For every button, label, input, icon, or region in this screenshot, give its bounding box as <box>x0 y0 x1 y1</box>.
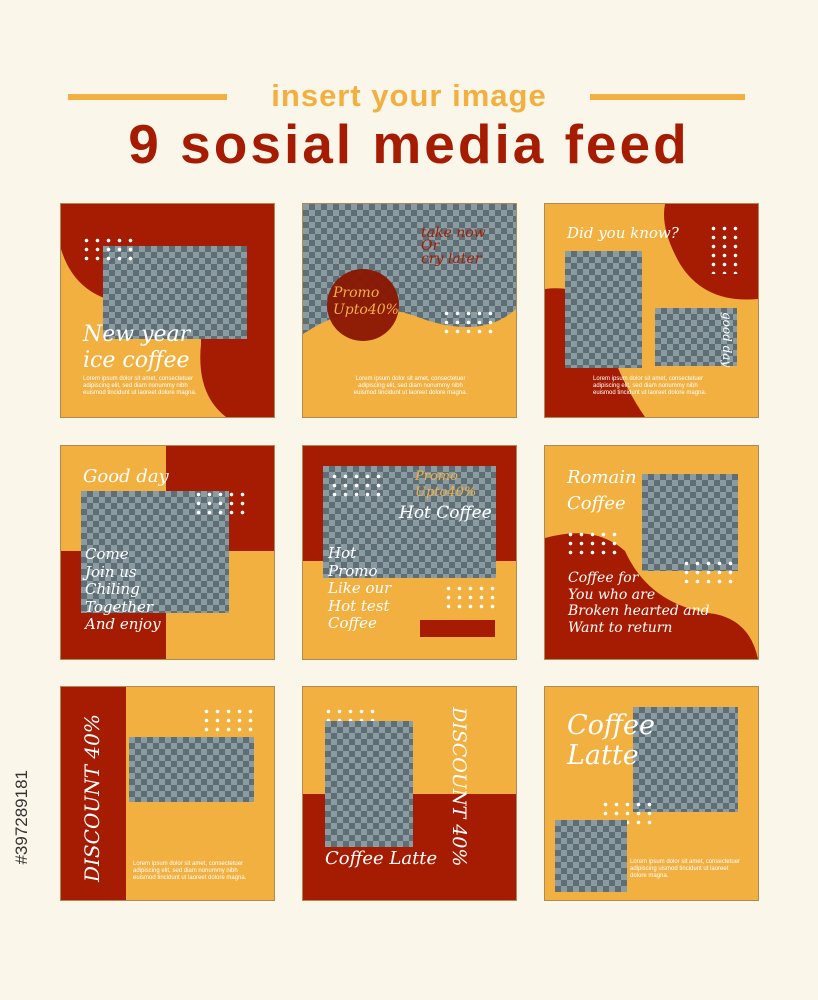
body-line: Hot test <box>328 596 390 615</box>
body-line: And enjoy <box>85 615 161 633</box>
dots-decoration <box>81 236 136 263</box>
card-hot-coffee: Promo Upto40% Hot Coffee Hot Promo Like … <box>303 446 516 659</box>
dots-decoration <box>201 707 256 734</box>
promo-value: Upto40% <box>415 485 477 500</box>
dots-decoration <box>681 559 736 586</box>
card-did-you-know: Did you know? good day Lorem ipsum dolor… <box>545 204 758 417</box>
dots-decoration <box>441 309 496 336</box>
card-heading: Latte <box>567 740 639 771</box>
body-line: Join us <box>85 562 137 581</box>
stock-id: #397289181 <box>12 770 31 865</box>
dots-decoration <box>193 490 248 517</box>
card-coffee-latte: Coffee Latte Lorem ipsum dolor sit amet,… <box>545 687 758 900</box>
lorem-text: Lorem ipsum dolor sit amet, consectetuer… <box>593 376 707 397</box>
image-placeholder[interactable] <box>565 251 642 368</box>
discount-vertical-text: DISCOUNT 40% <box>448 707 470 867</box>
body-line: Coffee <box>328 614 377 632</box>
dots-decoration <box>565 530 620 557</box>
discount-vertical-text: DISCOUNT 40% <box>80 714 104 882</box>
body-line: Come <box>85 545 129 563</box>
lorem-text: Lorem ipsum dolor sit amet, consectetuer… <box>353 376 468 397</box>
header-line-right <box>590 94 745 100</box>
body-line: Broken hearted and <box>568 603 710 619</box>
card-headline: ice coffee <box>83 348 190 373</box>
card-discount-right: DISCOUNT 40% Coffee Latte <box>303 687 516 900</box>
card-discount-left: DISCOUNT 40% Lorem ipsum dolor sit amet,… <box>61 687 274 900</box>
dots-decoration <box>443 584 498 611</box>
image-placeholder[interactable] <box>555 820 627 892</box>
card-good-day: Good day Come Join us Chiling Together A… <box>61 446 274 659</box>
tagline: cry later <box>421 251 482 267</box>
image-placeholder[interactable] <box>323 466 496 578</box>
image-placeholder[interactable] <box>103 246 247 339</box>
card-body: Hot Promo Like our Hot test Coffee <box>328 544 392 633</box>
lorem-text: Lorem ipsum dolor sit amet, consectetuer… <box>630 859 741 880</box>
card-heading: Did you know? <box>567 224 679 242</box>
card-body: Come Join us Chiling Together And enjoy <box>85 545 161 634</box>
image-placeholder[interactable] <box>325 721 413 847</box>
card-promo: take now Or cry later Promo Upto40% Lore… <box>303 204 516 417</box>
body-line: Hot <box>328 544 357 562</box>
subtitle: insert your image <box>271 78 547 113</box>
tagline: take now <box>421 225 486 241</box>
lorem-text: Lorem ipsum dolor sit amet, consectetuer… <box>133 861 247 882</box>
header-line-left <box>68 94 227 100</box>
card-headline: Hot Coffee <box>399 503 492 523</box>
card-shape <box>303 269 516 417</box>
card-body: Coffee for You who are Broken hearted an… <box>568 570 710 636</box>
body-line: Like our <box>328 579 392 597</box>
body-line: Promo <box>328 561 378 580</box>
image-placeholder[interactable] <box>655 308 737 366</box>
card-new-year: New year ice coffee Lorem ipsum dolor si… <box>61 204 274 417</box>
body-line: Chiling <box>85 580 140 598</box>
card-heading: Coffee <box>567 493 626 514</box>
vertical-text: good day <box>720 312 734 368</box>
lorem-text: Lorem ipsum dolor sit amet, consectetuer… <box>83 376 197 397</box>
card-heading: Romain <box>567 467 637 488</box>
promo-label: Promo <box>415 469 458 484</box>
dots-decoration <box>329 472 384 499</box>
card-heading: Good day <box>83 466 169 487</box>
body-line: Together <box>85 597 154 616</box>
body-line: Want to return <box>568 619 673 636</box>
page-title: 9 sosial media feed <box>128 113 690 175</box>
tagline: Or <box>421 238 440 254</box>
promo-value: Upto40% <box>333 302 399 318</box>
body-line: Coffee for <box>568 570 639 586</box>
card-romain-coffee: Romain Coffee Coffee for You who are Bro… <box>545 446 758 659</box>
card-caption: Coffee Latte <box>325 848 438 869</box>
dots-decoration <box>708 224 741 274</box>
image-placeholder[interactable] <box>642 474 738 571</box>
image-placeholder[interactable] <box>633 707 738 812</box>
body-line: You who are <box>568 586 656 603</box>
image-placeholder[interactable] <box>81 491 229 613</box>
card-headline: New year <box>83 322 191 347</box>
image-placeholder[interactable] <box>129 737 254 802</box>
promo-label: Promo <box>333 285 380 301</box>
card-heading: Coffee <box>567 710 656 741</box>
